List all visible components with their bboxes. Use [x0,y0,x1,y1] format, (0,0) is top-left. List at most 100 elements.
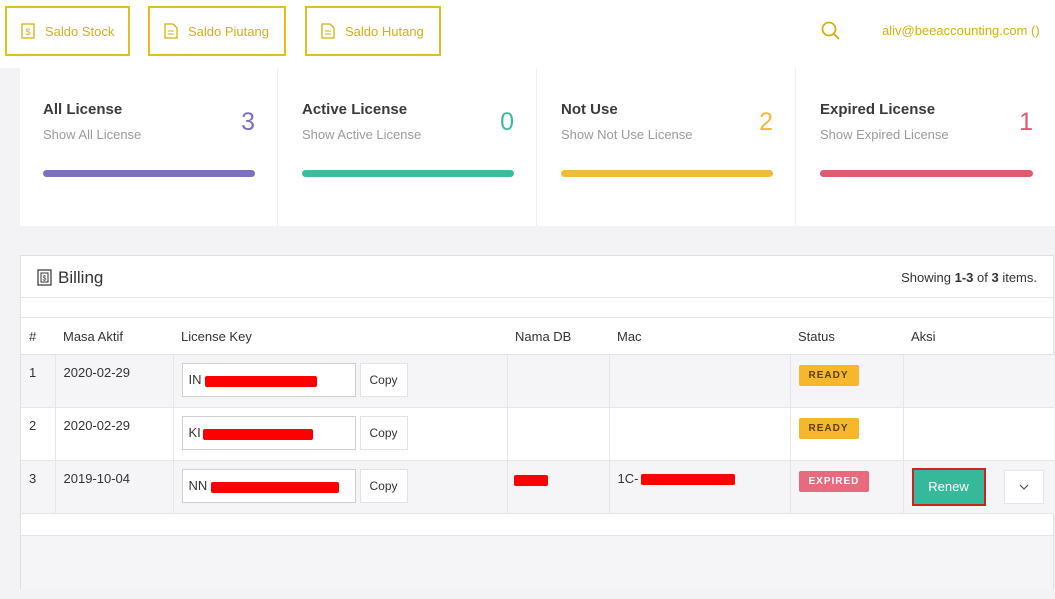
row-status: READY [790,407,904,461]
license-key-text: IN [188,372,202,387]
card-subtitle: Show Active License [302,127,422,142]
card-title: All License [43,101,123,118]
row-mac [609,354,791,408]
saldo-stock-button[interactable]: $ Saldo Stock [5,6,130,56]
billing-table: # Masa Aktif License Key Nama DB Mac Sta… [21,319,1054,514]
row-mac [609,407,791,461]
card-all-license[interactable]: All License Show All License 3 [20,68,278,226]
table-row: 1 2020-02-29 IN Copy READY [21,354,1054,408]
redaction-mark [640,473,735,485]
renew-button[interactable]: Renew [911,467,986,506]
row-status: READY [790,354,904,408]
table-row: 3 2019-10-04 NN Copy 1C- [21,460,1054,514]
billing-title: Billing [58,268,104,287]
card-count: 3 [241,108,255,136]
saldo-hutang-button[interactable]: Saldo Hutang [305,6,441,56]
saldo-piutang-button[interactable]: Saldo Piutang [148,6,286,56]
row-nama-db [507,407,610,461]
status-badge: EXPIRED [798,470,870,492]
saldo-stock-label: Saldo Stock [45,23,115,39]
billing-header: $ Billing Showing 1-3 of 3 items. [21,256,1053,298]
copy-button[interactable]: Copy [359,415,408,450]
copy-button[interactable]: Copy [359,362,408,397]
card-expired-license[interactable]: Expired License Show Expired License 1 [797,68,1055,226]
col-nama-db[interactable]: Nama DB [507,319,609,355]
row-mac: 1C- [609,460,791,514]
license-key-field[interactable]: IN [181,362,356,397]
col-aksi: Aksi [903,319,1054,355]
license-key-text: KI [188,425,201,440]
saldo-piutang-label: Saldo Piutang [188,23,269,39]
card-bar [561,170,773,177]
top-bar: $ Saldo Stock Saldo Piutang Saldo Hutang… [0,0,1055,68]
card-count: 2 [759,108,773,136]
mac-text: 1C- [617,470,639,486]
svg-text:$: $ [43,276,47,283]
summary-of: of [973,270,992,285]
col-license-key[interactable]: License Key [173,319,507,355]
redaction-mark [204,375,317,387]
summary-suffix: items. [998,270,1037,285]
user-menu[interactable]: aliv@beeaccounting.com () [882,23,1040,38]
billing-icon: $ [37,269,52,286]
row-status: EXPIRED [790,460,904,514]
card-title: Expired License [820,101,936,118]
copy-button[interactable]: Copy [359,468,408,503]
card-subtitle: Show All License [43,127,142,142]
row-license-key: NN Copy [173,460,508,514]
card-active-license[interactable]: Active License Show Active License 0 [279,68,537,226]
actions-dropdown-button[interactable] [1003,469,1044,504]
card-not-use[interactable]: Not Use Show Not Use License 2 [538,68,796,226]
card-count: 0 [500,108,514,136]
card-bar [820,170,1033,177]
card-title: Active License [302,101,408,118]
row-aksi [903,354,1054,408]
table-footer [21,535,1053,589]
row-nama-db [507,460,610,514]
row-number: 2 [21,407,56,461]
status-badge: READY [798,417,859,439]
row-nama-db [507,354,610,408]
redaction-mark [513,474,548,486]
row-aksi: Renew [903,460,1054,514]
summary-total: 3 [991,270,999,285]
search-icon[interactable] [820,20,842,42]
chevron-down-icon [1019,484,1028,490]
stock-icon: $ [21,23,35,39]
license-key-field[interactable]: NN [181,468,356,503]
row-number: 3 [21,460,56,514]
redaction-mark [202,428,313,440]
row-masa-aktif: 2020-02-29 [55,407,174,461]
card-subtitle: Show Not Use License [561,127,693,142]
document-icon [164,23,178,39]
pagination-summary: Showing 1-3 of 3 items. [901,270,1037,285]
col-number[interactable]: # [21,319,55,355]
table-row: 2 2020-02-29 KI Copy READY [21,407,1054,461]
license-key-text: NN [188,478,208,493]
row-number: 1 [21,354,56,408]
row-license-key: IN Copy [173,354,508,408]
row-license-key: KI Copy [173,407,508,461]
col-mac[interactable]: Mac [609,319,790,355]
card-bar [43,170,255,177]
row-masa-aktif: 2019-10-04 [55,460,174,514]
row-aksi [903,407,1054,461]
saldo-hutang-label: Saldo Hutang [345,23,424,39]
license-key-field[interactable]: KI [181,415,356,450]
card-subtitle: Show Expired License [820,127,949,142]
card-title: Not Use [561,101,618,118]
card-bar [302,170,514,177]
status-badge: READY [798,364,859,386]
redaction-mark [210,481,339,493]
license-cards: All License Show All License 3 Active Li… [20,68,1055,226]
summary-range: 1-3 [954,270,974,285]
col-masa-aktif[interactable]: Masa Aktif [55,319,173,355]
row-masa-aktif: 2020-02-29 [55,354,174,408]
svg-text:$: $ [25,27,30,37]
summary-prefix: Showing [901,270,955,285]
filter-row [21,298,1053,318]
col-status[interactable]: Status [790,319,903,355]
billing-panel: $ Billing Showing 1-3 of 3 items. # Masa… [20,255,1054,589]
card-count: 1 [1019,108,1033,136]
document-icon [321,23,335,39]
